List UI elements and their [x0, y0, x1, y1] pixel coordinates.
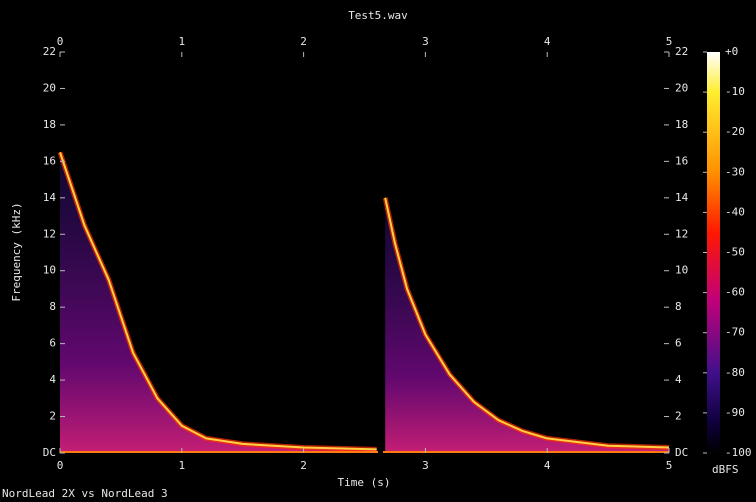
y-tick-label: 22: [43, 45, 56, 58]
colorbar-tick-label: -100: [725, 446, 752, 459]
energy-area: [385, 197, 669, 453]
y-tick-label-right: 14: [675, 191, 689, 204]
colorbar-label: dBFS: [712, 463, 739, 476]
x-tick-label-top: 3: [422, 35, 429, 48]
x-tick-label: 3: [422, 459, 429, 472]
colorbar-tick-label: -60: [725, 286, 745, 299]
y-tick-label: 6: [49, 337, 56, 350]
x-tick-label-top: 1: [178, 35, 185, 48]
y-tick-label: 10: [43, 264, 56, 277]
colorbar: [707, 52, 720, 453]
y-tick-label-right: 16: [675, 154, 688, 167]
colorbar-tick-label: -10: [725, 85, 745, 98]
y-tick-label: 14: [43, 191, 57, 204]
colorbar-tick-label: -50: [725, 246, 745, 259]
x-tick-label: 5: [666, 459, 673, 472]
y-tick-label-right: 20: [675, 81, 688, 94]
colorbar-tick-label: -20: [725, 125, 745, 138]
y-axis-label: Frequency (kHz): [10, 202, 23, 301]
y-tick-label: 18: [43, 118, 56, 131]
x-tick-label-top: 4: [544, 35, 551, 48]
y-tick-label-right: 4: [675, 373, 682, 386]
y-tick-label: 16: [43, 154, 56, 167]
x-tick-label-top: 5: [666, 35, 673, 48]
x-tick-label-top: 0: [57, 35, 64, 48]
harmonic-line: [384, 197, 670, 449]
x-tick-label: 1: [178, 459, 185, 472]
colorbar-tick-label: -80: [725, 366, 745, 379]
colorbar-tick-label: -30: [725, 165, 745, 178]
chart-title: Test5.wav: [348, 9, 408, 22]
y-tick-label-right: DC: [675, 446, 688, 459]
y-tick-label-right: 22: [675, 45, 688, 58]
x-tick-label: 0: [57, 459, 64, 472]
plot-area: [60, 52, 669, 453]
x-tick-label-top: 2: [300, 35, 307, 48]
colorbar-tick-label: +0: [725, 45, 738, 58]
x-tick-label: 2: [300, 459, 307, 472]
y-tick-label: DC: [43, 446, 56, 459]
colorbar-tick-label: -40: [725, 205, 745, 218]
energy-area: [60, 152, 377, 454]
harmonic-line: [59, 151, 377, 451]
y-tick-label-right: 18: [675, 118, 688, 131]
y-tick-label-right: 12: [675, 227, 688, 240]
colorbar-tick-label: -90: [725, 406, 745, 419]
y-tick-label: 4: [49, 373, 56, 386]
y-tick-label-right: 8: [675, 300, 682, 313]
y-tick-label: 2: [49, 410, 56, 423]
y-tick-label-right: 6: [675, 337, 682, 350]
y-tick-label-right: 2: [675, 410, 682, 423]
y-tick-label: 8: [49, 300, 56, 313]
colorbar-tick-label: -70: [725, 326, 745, 339]
y-tick-label: 12: [43, 227, 56, 240]
y-tick-label-right: 10: [675, 264, 688, 277]
footer: NordLead 2X vs NordLead 3: [2, 487, 168, 500]
x-tick-label: 4: [544, 459, 551, 472]
x-axis-label: Time (s): [338, 476, 391, 489]
y-tick-label: 20: [43, 81, 56, 94]
